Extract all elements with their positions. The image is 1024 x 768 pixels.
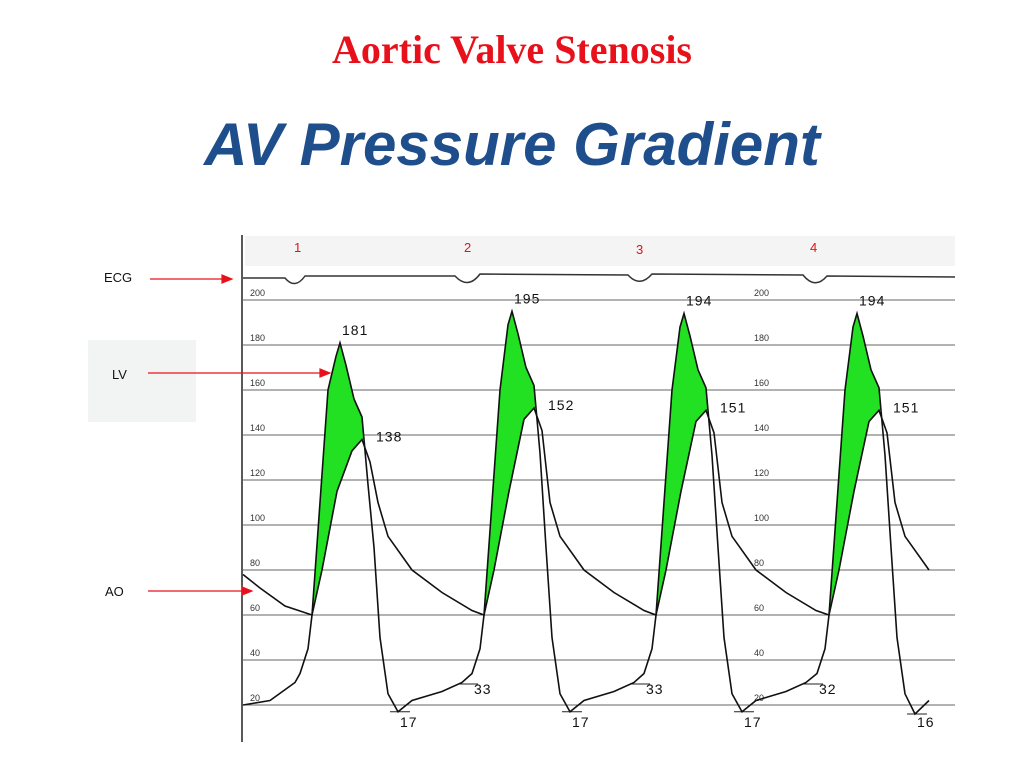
scale-label: 200 — [250, 288, 265, 298]
annotation: 181 — [342, 322, 368, 338]
trace-label: LV — [112, 367, 127, 382]
ecg-trace — [243, 273, 956, 285]
trace-label: AO — [105, 584, 124, 599]
beat-number: 4 — [810, 240, 817, 255]
figure: ECG LV AO 1 2 3 4 200 200 180 180 160 160 140 1… — [88, 235, 956, 742]
annotation: 33 — [646, 681, 664, 697]
annotation: 151 — [720, 399, 746, 415]
scale-label: 180 — [250, 333, 265, 343]
bg-patch — [245, 236, 955, 266]
scale-label: 160 — [754, 378, 769, 388]
scale-label: 60 — [250, 603, 260, 613]
scale-label: 140 — [754, 423, 769, 433]
scale-label: 80 — [754, 558, 764, 568]
scale-label: 80 — [250, 558, 260, 568]
beat-number: 3 — [636, 242, 643, 257]
gradient-area — [484, 311, 536, 615]
annotation: 195 — [514, 290, 540, 306]
scale-label: 40 — [754, 648, 764, 658]
annotation: 32 — [819, 681, 837, 697]
scale-label: 60 — [754, 603, 764, 613]
annotation: 194 — [859, 293, 885, 309]
beat-number: 2 — [464, 240, 471, 255]
scale-label: 100 — [754, 513, 769, 523]
gradient-area — [312, 342, 364, 615]
trace-label: ECG — [104, 270, 132, 285]
scale-label: 40 — [250, 648, 260, 658]
annotation: 17 — [400, 714, 418, 730]
annotation: 17 — [744, 714, 762, 730]
arrows — [148, 274, 332, 596]
annotation: 138 — [376, 429, 402, 445]
annotation: 194 — [686, 293, 712, 309]
scale-label: 20 — [250, 693, 260, 703]
scale-label: 100 — [250, 513, 265, 523]
scale-label: 20 — [754, 693, 764, 703]
annotation: 17 — [572, 714, 590, 730]
subtitle: AV Pressure Gradient — [202, 111, 823, 178]
gradient-area — [656, 313, 708, 615]
scale-label: 160 — [250, 378, 265, 388]
annotation: 16 — [917, 714, 935, 730]
scale-label: 180 — [754, 333, 769, 343]
lv-trace — [242, 308, 930, 716]
scale-label: 120 — [754, 468, 769, 478]
annotation: 33 — [474, 681, 492, 697]
scale-label: 140 — [250, 423, 265, 433]
bg-patch — [88, 340, 196, 422]
annotation: 151 — [893, 399, 919, 415]
scale-label: 120 — [250, 468, 265, 478]
scale-label: 200 — [754, 288, 769, 298]
annotation: 152 — [548, 397, 574, 413]
gradient-area — [829, 313, 881, 615]
beat-number: 1 — [294, 240, 301, 255]
title: Aortic Valve Stenosis — [332, 27, 692, 72]
